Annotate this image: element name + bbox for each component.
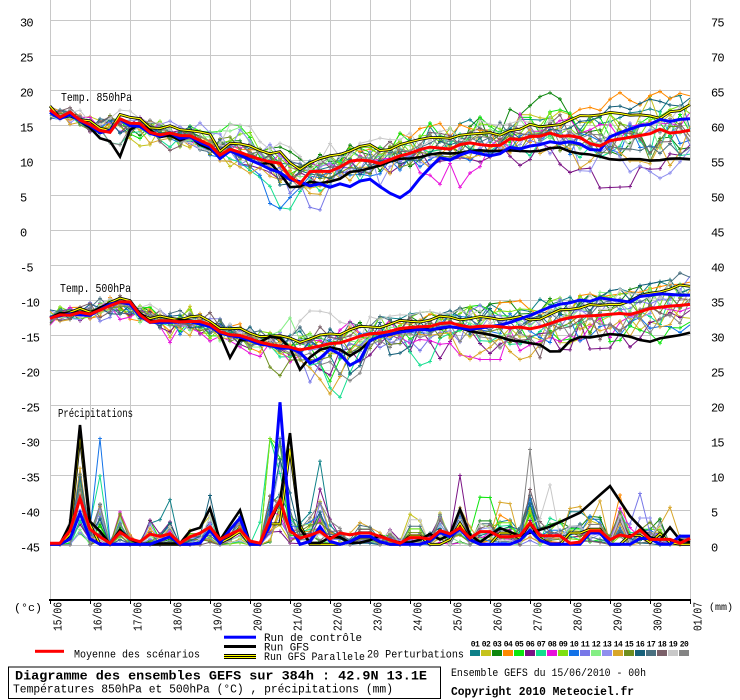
svg-text:03: 03 (493, 641, 502, 650)
svg-text:-30: -30 (20, 437, 40, 451)
svg-text:01/07: 01/07 (692, 602, 706, 631)
svg-text:18/06: 18/06 (172, 602, 186, 631)
svg-text:35: 35 (711, 297, 724, 311)
svg-text:70: 70 (711, 52, 724, 66)
svg-text:Run GFS Parallele: Run GFS Parallele (264, 652, 365, 664)
svg-text:-25: -25 (20, 402, 40, 416)
svg-text:45: 45 (711, 227, 724, 241)
svg-text:5: 5 (711, 507, 718, 521)
svg-text:10: 10 (570, 641, 579, 650)
svg-text:20: 20 (711, 402, 724, 416)
svg-text:14: 14 (614, 641, 623, 650)
svg-text:28/06: 28/06 (572, 602, 586, 631)
svg-text:20: 20 (20, 87, 33, 101)
svg-text:02: 02 (482, 641, 491, 650)
svg-text:30: 30 (20, 17, 33, 31)
svg-text:09: 09 (559, 641, 568, 650)
svg-text:Températures 850hPa et 500hPa: Températures 850hPa et 500hPa (°C) , pré… (13, 684, 393, 697)
svg-text:30: 30 (711, 332, 724, 346)
svg-text:24/06: 24/06 (412, 602, 426, 631)
svg-text:5: 5 (20, 192, 27, 206)
svg-text:-5: -5 (20, 262, 33, 276)
svg-text:20 Perturbations: 20 Perturbations (367, 650, 464, 662)
svg-text:15/06: 15/06 (52, 602, 66, 631)
svg-text:25/06: 25/06 (452, 602, 466, 631)
svg-text:-20: -20 (20, 367, 40, 381)
svg-text:11: 11 (581, 641, 590, 650)
svg-text:15: 15 (625, 641, 634, 650)
svg-text:19: 19 (669, 641, 678, 650)
svg-text:Temp. 850hPa: Temp. 850hPa (61, 91, 132, 105)
svg-text:07: 07 (537, 641, 546, 650)
svg-text:0: 0 (711, 542, 718, 556)
svg-text:21/06: 21/06 (292, 602, 306, 631)
svg-text:75: 75 (711, 17, 724, 31)
svg-text:08: 08 (548, 641, 557, 650)
svg-text:10: 10 (711, 472, 724, 486)
svg-text:Précipitations: Précipitations (58, 407, 133, 421)
svg-text:0: 0 (20, 227, 27, 241)
svg-text:13: 13 (603, 641, 612, 650)
svg-text:04: 04 (504, 641, 513, 650)
svg-text:20/06: 20/06 (252, 602, 266, 631)
svg-text:26/06: 26/06 (492, 602, 506, 631)
svg-text:-45: -45 (20, 542, 40, 556)
svg-text:17: 17 (647, 641, 656, 650)
svg-text:27/06: 27/06 (532, 602, 546, 631)
svg-text:(mm): (mm) (709, 602, 733, 614)
svg-text:12: 12 (592, 641, 601, 650)
svg-text:-15: -15 (20, 332, 40, 346)
svg-text:19/06: 19/06 (212, 602, 226, 631)
svg-text:Copyright 2010 Meteociel.fr: Copyright 2010 Meteociel.fr (451, 685, 634, 699)
svg-text:65: 65 (711, 87, 724, 101)
svg-text:-40: -40 (20, 507, 40, 521)
svg-text:55: 55 (711, 157, 724, 171)
svg-text:23/06: 23/06 (372, 602, 386, 631)
svg-text:15: 15 (711, 437, 724, 451)
svg-text:06: 06 (526, 641, 535, 650)
svg-text:-35: -35 (20, 472, 40, 486)
svg-text:Ensemble GEFS du 15/06/2010 -: Ensemble GEFS du 15/06/2010 - 00h (451, 668, 646, 680)
svg-text:15: 15 (20, 122, 33, 136)
svg-text:Run de contrôle: Run de contrôle (264, 633, 362, 645)
svg-text:22/06: 22/06 (332, 602, 346, 631)
svg-text:01: 01 (471, 641, 480, 650)
svg-text:Diagramme des ensembles GEFS s: Diagramme des ensembles GEFS sur 384h : … (15, 669, 427, 684)
svg-text:(°c): (°c) (14, 603, 42, 615)
svg-text:10: 10 (20, 157, 33, 171)
svg-text:29/06: 29/06 (612, 602, 626, 631)
svg-text:18: 18 (658, 641, 667, 650)
svg-text:40: 40 (711, 262, 724, 276)
svg-text:25: 25 (711, 367, 724, 381)
svg-text:50: 50 (711, 192, 724, 206)
svg-text:16/06: 16/06 (92, 602, 106, 631)
svg-text:60: 60 (711, 122, 724, 136)
svg-text:20: 20 (680, 641, 689, 650)
svg-text:25: 25 (20, 52, 33, 66)
svg-text:Temp. 500hPa: Temp. 500hPa (60, 282, 131, 296)
svg-text:-10: -10 (20, 297, 40, 311)
svg-text:17/06: 17/06 (132, 602, 146, 631)
svg-text:16: 16 (636, 641, 645, 650)
svg-text:Moyenne des scénarios: Moyenne des scénarios (74, 650, 200, 662)
svg-text:30/06: 30/06 (652, 602, 666, 631)
svg-text:Run GFS: Run GFS (264, 643, 309, 655)
svg-text:05: 05 (515, 641, 524, 650)
